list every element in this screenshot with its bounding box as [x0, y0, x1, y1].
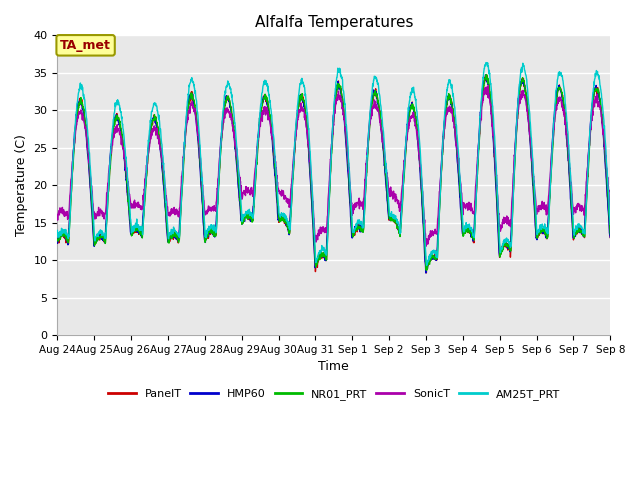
X-axis label: Time: Time	[319, 360, 349, 373]
Text: TA_met: TA_met	[60, 39, 111, 52]
Legend: PanelT, HMP60, NR01_PRT, SonicT, AM25T_PRT: PanelT, HMP60, NR01_PRT, SonicT, AM25T_P…	[103, 384, 564, 404]
Title: Alfalfa Temperatures: Alfalfa Temperatures	[255, 15, 413, 30]
Y-axis label: Temperature (C): Temperature (C)	[15, 134, 28, 236]
